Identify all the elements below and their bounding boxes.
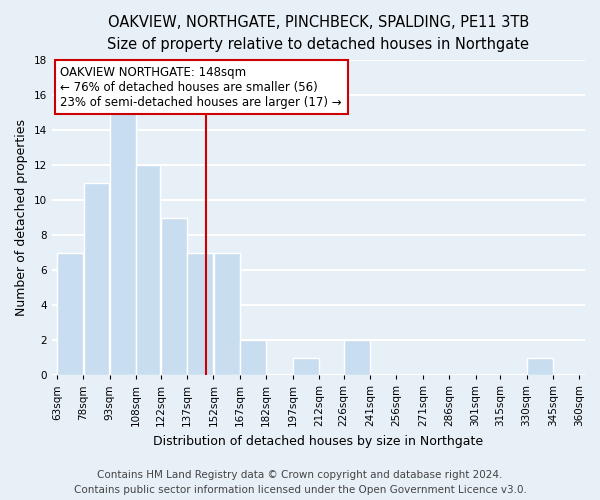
Bar <box>187 252 213 375</box>
Text: Contains HM Land Registry data © Crown copyright and database right 2024.
Contai: Contains HM Land Registry data © Crown c… <box>74 470 526 495</box>
Text: OAKVIEW NORTHGATE: 148sqm
← 76% of detached houses are smaller (56)
23% of semi-: OAKVIEW NORTHGATE: 148sqm ← 76% of detac… <box>61 66 342 108</box>
X-axis label: Distribution of detached houses by size in Northgate: Distribution of detached houses by size … <box>153 434 483 448</box>
Bar <box>57 252 83 375</box>
Bar <box>161 218 187 375</box>
Bar <box>344 340 370 375</box>
Bar <box>136 165 160 375</box>
Bar <box>527 358 553 375</box>
Bar <box>240 340 266 375</box>
Title: OAKVIEW, NORTHGATE, PINCHBECK, SPALDING, PE11 3TB
Size of property relative to d: OAKVIEW, NORTHGATE, PINCHBECK, SPALDING,… <box>107 15 529 52</box>
Y-axis label: Number of detached properties: Number of detached properties <box>15 119 28 316</box>
Bar <box>83 182 109 375</box>
Bar <box>214 252 239 375</box>
Bar <box>110 113 136 375</box>
Bar <box>293 358 319 375</box>
